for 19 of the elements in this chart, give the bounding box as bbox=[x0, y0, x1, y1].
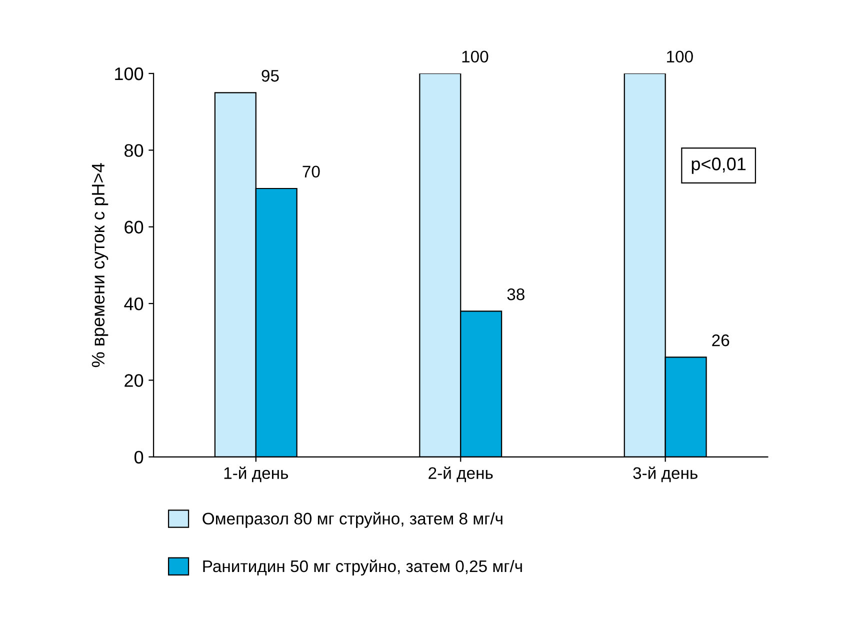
y-tick-label: 20 bbox=[124, 374, 144, 387]
x-tick-label: 1-й день bbox=[224, 466, 288, 482]
legend-label: Омепразол 80 мг струйно, затем 8 мг/ч bbox=[202, 512, 502, 528]
data-label: 26 bbox=[712, 334, 730, 346]
data-label: 95 bbox=[262, 70, 279, 82]
legend-label: Ранитидин 50 мг струйно, затем 0,25 мг/ч bbox=[203, 560, 522, 576]
y-tick-label: 80 bbox=[124, 144, 144, 157]
data-label: 38 bbox=[507, 288, 524, 300]
data-label: 70 bbox=[302, 166, 320, 178]
annotation: p<0,01 bbox=[692, 158, 746, 174]
y-axis-title: % времени суток с pH>4 bbox=[92, 163, 108, 368]
data-label: 100 bbox=[462, 50, 488, 63]
x-tick-label: 2-й день bbox=[428, 466, 493, 482]
y-tick-label: 40 bbox=[124, 297, 144, 310]
data-label: 100 bbox=[667, 50, 693, 63]
y-tick-label: 100 bbox=[115, 67, 144, 80]
y-tick-label: 0 bbox=[134, 450, 144, 464]
y-tick-label: 60 bbox=[124, 220, 144, 234]
x-tick-label: 3-й день bbox=[633, 466, 698, 482]
